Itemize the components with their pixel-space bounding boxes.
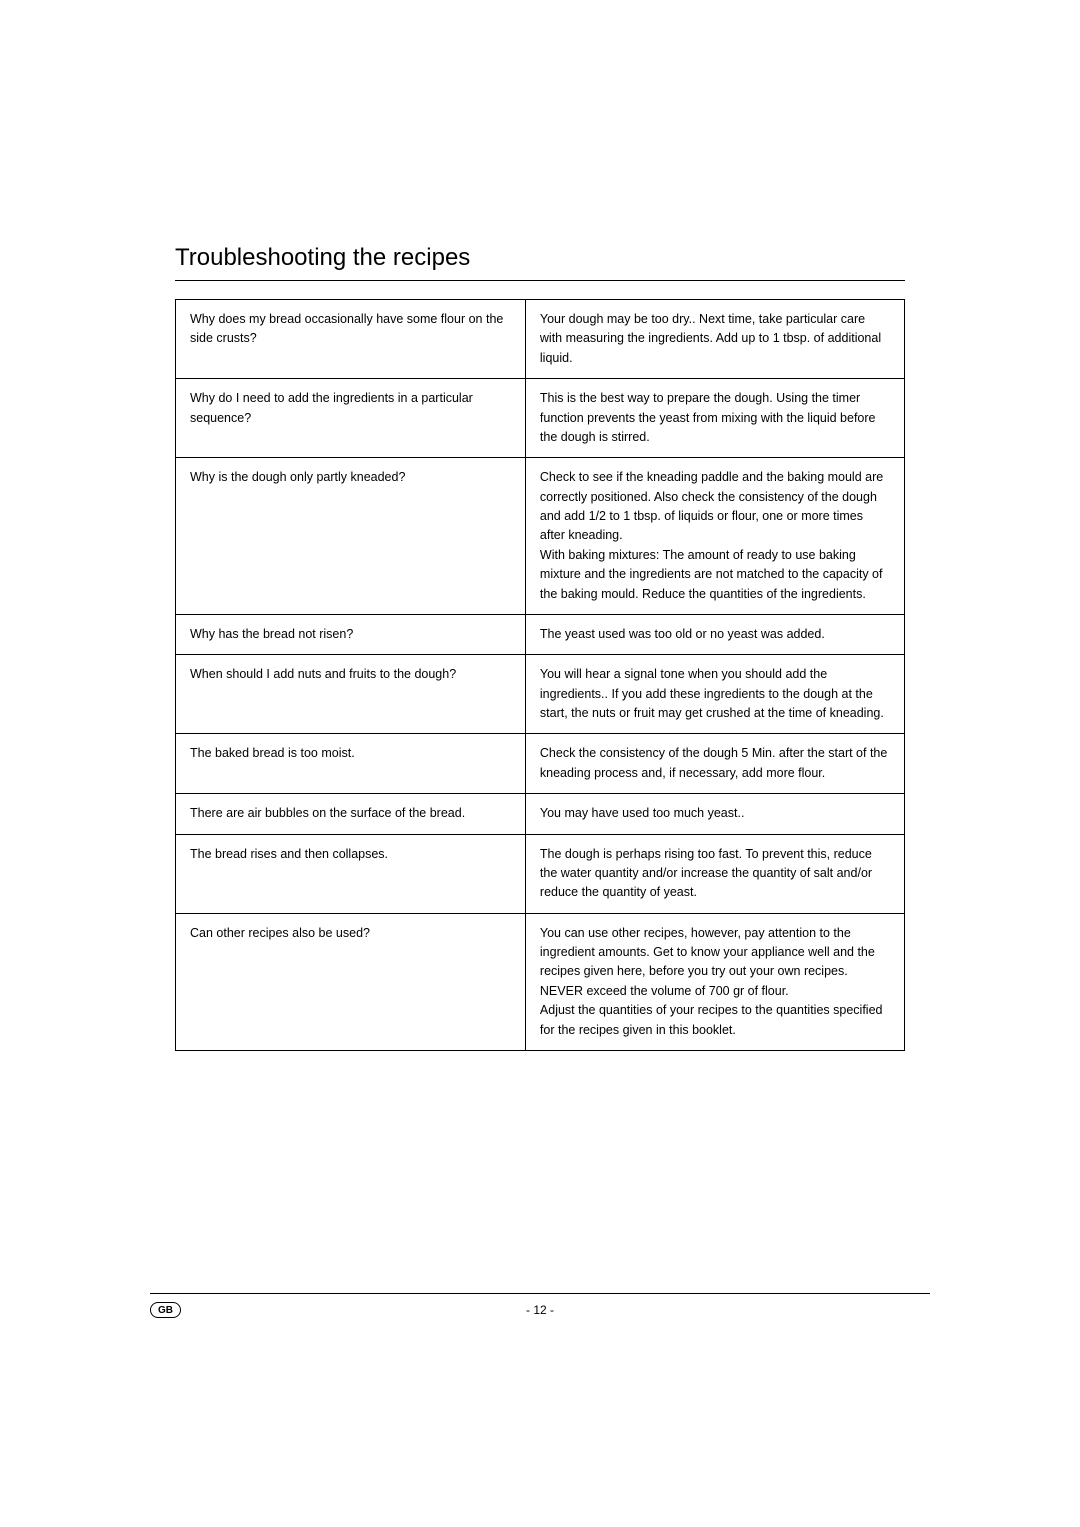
question-cell: The baked bread is too moist. [176,734,526,794]
question-cell: Why does my bread occasionally have some… [176,300,526,379]
table-row: Can other recipes also be used?You can u… [176,913,905,1050]
table-row: Why does my bread occasionally have some… [176,300,905,379]
page-title: Troubleshooting the recipes [175,244,905,281]
page-number: - 12 - [526,1303,554,1317]
answer-cell: Your dough may be too dry.. Next time, t… [525,300,904,379]
footer-rule [150,1293,930,1294]
question-cell: Why do I need to add the ingredients in … [176,379,526,458]
troubleshooting-body: Why does my bread occasionally have some… [176,300,905,1051]
question-cell: There are air bubbles on the surface of … [176,794,526,834]
question-cell: The bread rises and then collapses. [176,834,526,913]
answer-cell: The dough is perhaps rising too fast. To… [525,834,904,913]
table-row: There are air bubbles on the surface of … [176,794,905,834]
answer-cell: The yeast used was too old or no yeast w… [525,614,904,654]
answer-cell: This is the best way to prepare the doug… [525,379,904,458]
page-footer: GB - 12 - [150,1302,930,1318]
question-cell: Why is the dough only partly kneaded? [176,458,526,615]
table-row: Why do I need to add the ingredients in … [176,379,905,458]
answer-cell: You will hear a signal tone when you sho… [525,655,904,734]
table-row: The bread rises and then collapses.The d… [176,834,905,913]
table-row: Why is the dough only partly kneaded?Che… [176,458,905,615]
table-row: Why has the bread not risen?The yeast us… [176,614,905,654]
troubleshooting-table: Why does my bread occasionally have some… [175,299,905,1051]
answer-cell: Check to see if the kneading paddle and … [525,458,904,615]
answer-cell: Check the consistency of the dough 5 Min… [525,734,904,794]
answer-cell: You may have used too much yeast.. [525,794,904,834]
language-badge: GB [150,1302,181,1318]
question-cell: When should I add nuts and fruits to the… [176,655,526,734]
question-cell: Can other recipes also be used? [176,913,526,1050]
table-row: When should I add nuts and fruits to the… [176,655,905,734]
question-cell: Why has the bread not risen? [176,614,526,654]
answer-cell: You can use other recipes, however, pay … [525,913,904,1050]
table-row: The baked bread is too moist.Check the c… [176,734,905,794]
